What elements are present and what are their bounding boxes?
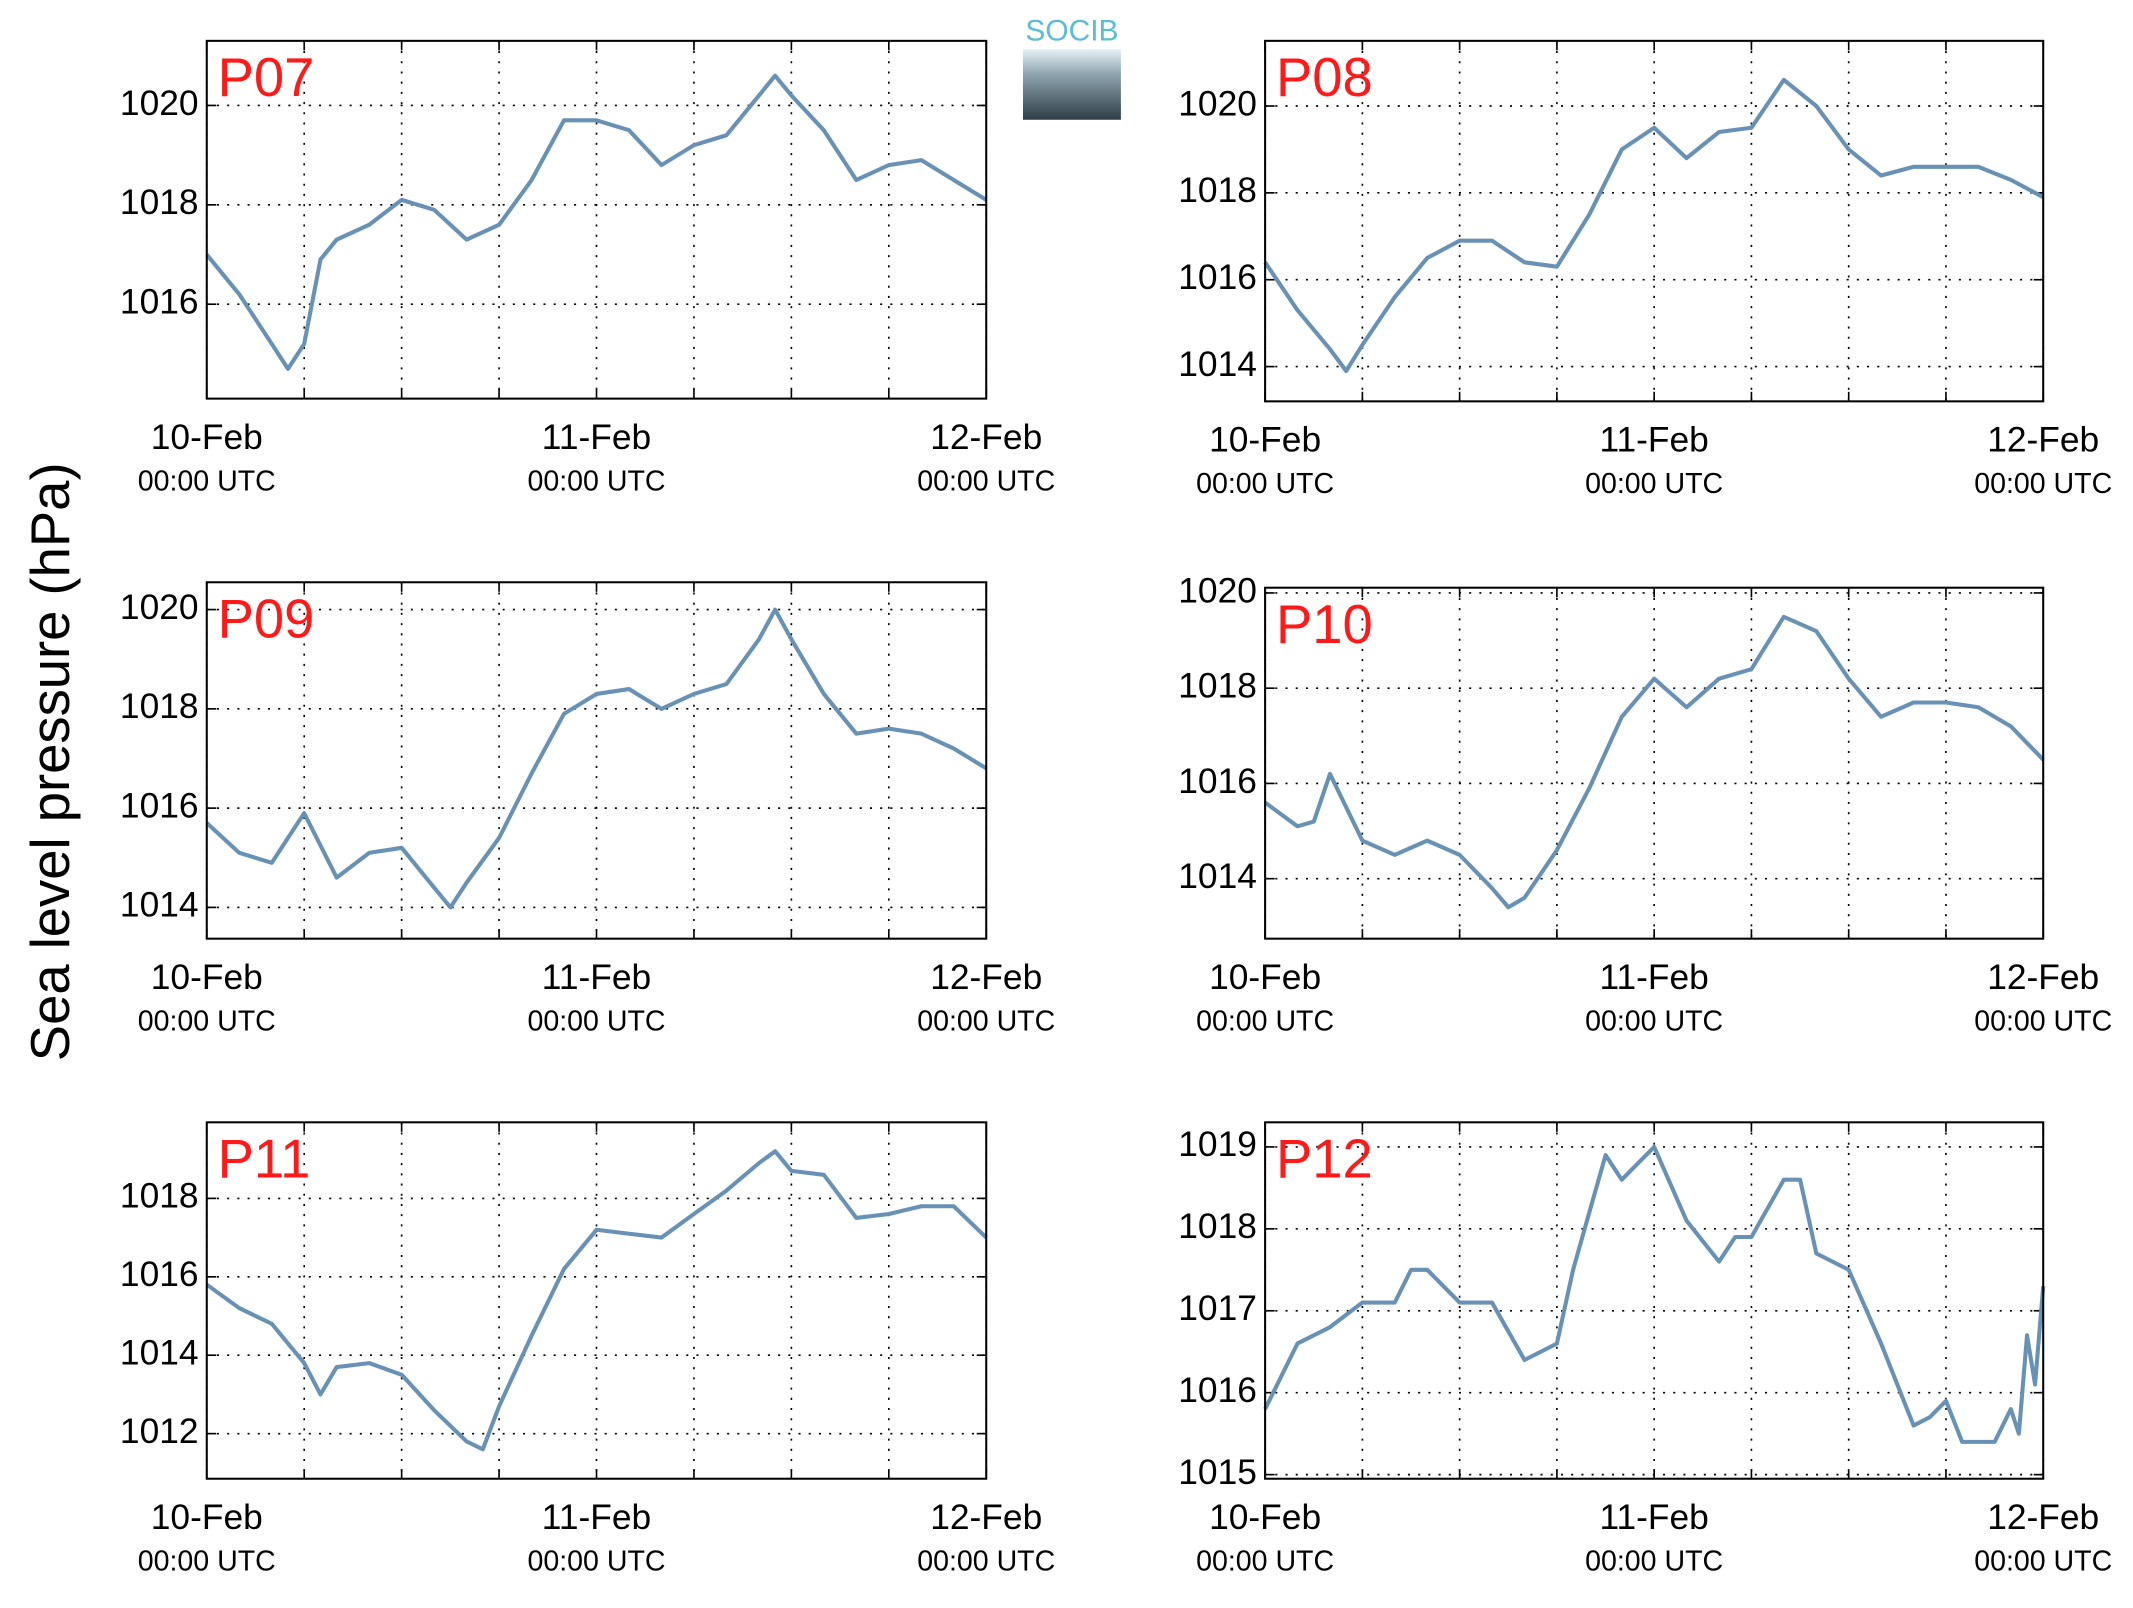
x-tick-label: 10-Feb <box>1209 1498 1321 1537</box>
y-tick-label: 1016 <box>120 283 199 322</box>
x-tick-label: 11-Feb <box>1599 958 1708 997</box>
y-tick-label: 1020 <box>1178 571 1257 610</box>
y-tick-label: 1020 <box>1178 84 1257 123</box>
x-tick-sublabel: 00:00 UTC <box>527 466 665 498</box>
x-tick-label: 11-Feb <box>542 418 651 457</box>
x-tick-label: 11-Feb <box>1599 420 1708 459</box>
x-tick-label: 12-Feb <box>930 958 1042 997</box>
plot-frame <box>1264 586 2045 940</box>
x-tick-label: 11-Feb <box>542 958 651 997</box>
data-line <box>205 1149 988 1452</box>
x-tick-sublabel: 00:00 UTC <box>917 1006 1055 1038</box>
y-tick-label: 1014 <box>120 1334 199 1373</box>
data-line <box>205 73 988 371</box>
x-tick-label: 12-Feb <box>930 1498 1042 1537</box>
x-tick-sublabel: 00:00 UTC <box>527 1006 665 1038</box>
subplot-title: P11 <box>218 1129 311 1190</box>
x-tick-sublabel: 00:00 UTC <box>1196 1546 1334 1578</box>
y-tick-label: 1018 <box>120 687 199 726</box>
subplot-title: P12 <box>1276 1129 1373 1190</box>
x-tick-label: 12-Feb <box>1987 1498 2099 1537</box>
subplot: 1014 1016 1018 1020 10-Feb 00:00 UTC 11-Feb 00:… <box>1178 571 2112 1037</box>
subplot: 1016 1018 1020 10-Feb 00:00 UTC 11-Feb 00:00 U… <box>120 39 1055 498</box>
x-tick-label: 10-Feb <box>151 958 263 997</box>
y-tick-label: 1014 <box>1178 857 1257 896</box>
data-line <box>205 607 988 910</box>
y-tick-label: 1016 <box>1178 762 1257 801</box>
y-axis-label: Sea level pressure (hPa) <box>20 462 81 1061</box>
plot-frame <box>1264 39 2045 403</box>
plot-frame <box>205 581 988 940</box>
plot-frame <box>205 39 988 400</box>
x-tick-sublabel: 00:00 UTC <box>1585 468 1723 500</box>
x-tick-label: 10-Feb <box>1209 420 1321 459</box>
subplot: 1012 1014 1016 1018 10-Feb 00:00 UTC 11-Feb 00:… <box>120 1121 1055 1578</box>
plot-frame <box>205 1121 988 1480</box>
y-tick-label: 1018 <box>1178 171 1257 210</box>
y-tick-label: 1012 <box>120 1412 199 1451</box>
x-tick-label: 10-Feb <box>151 418 263 457</box>
logo-block <box>1022 49 1121 120</box>
logo-text: SOCIB <box>1025 15 1118 48</box>
data-line <box>1263 1144 2046 1444</box>
data-line <box>1263 614 2045 910</box>
x-tick-label: 12-Feb <box>930 418 1042 457</box>
y-tick-label: 1017 <box>1178 1289 1257 1328</box>
x-tick-sublabel: 00:00 UTC <box>1196 1006 1334 1038</box>
y-tick-label: 1016 <box>120 786 199 825</box>
x-tick-sublabel: 00:00 UTC <box>1974 1006 2112 1038</box>
x-tick-sublabel: 00:00 UTC <box>917 466 1055 498</box>
subplot-title: P10 <box>1276 594 1373 655</box>
subplot-title: P07 <box>218 47 315 108</box>
subplot: 1014 1016 1018 1020 10-Feb 00:00 UTC 11-Feb 00:… <box>1178 39 2112 500</box>
subplot-title: P09 <box>218 588 315 649</box>
y-tick-label: 1014 <box>120 886 199 925</box>
y-tick-label: 1015 <box>1178 1453 1257 1492</box>
y-tick-label: 1018 <box>120 1177 199 1216</box>
x-tick-sublabel: 00:00 UTC <box>917 1546 1055 1578</box>
x-tick-label: 10-Feb <box>1209 958 1321 997</box>
y-tick-label: 1020 <box>120 588 199 627</box>
y-tick-label: 1016 <box>1178 1371 1257 1410</box>
x-tick-sublabel: 00:00 UTC <box>138 1546 276 1578</box>
x-tick-label: 11-Feb <box>1599 1498 1708 1537</box>
x-tick-sublabel: 00:00 UTC <box>1196 468 1334 500</box>
x-tick-sublabel: 00:00 UTC <box>138 466 276 498</box>
x-tick-sublabel: 00:00 UTC <box>1585 1006 1723 1038</box>
subplot-title: P08 <box>1276 47 1373 108</box>
plot-frame <box>1264 1121 2045 1480</box>
y-tick-label: 1016 <box>1178 258 1257 297</box>
x-tick-sublabel: 00:00 UTC <box>138 1006 276 1038</box>
y-tick-label: 1016 <box>120 1255 199 1294</box>
logo: SOCIB <box>1022 15 1121 120</box>
x-tick-sublabel: 00:00 UTC <box>1974 1546 2112 1578</box>
y-tick-label: 1020 <box>120 84 199 123</box>
x-tick-label: 12-Feb <box>1987 958 2099 997</box>
y-tick-label: 1014 <box>1178 345 1257 384</box>
x-tick-label: 12-Feb <box>1987 420 2099 459</box>
x-tick-sublabel: 00:00 UTC <box>527 1546 665 1578</box>
data-line <box>1263 77 2045 374</box>
y-tick-label: 1019 <box>1178 1125 1257 1164</box>
x-tick-sublabel: 00:00 UTC <box>1974 468 2112 500</box>
x-tick-label: 11-Feb <box>542 1498 651 1537</box>
x-tick-sublabel: 00:00 UTC <box>1585 1546 1723 1578</box>
x-tick-label: 10-Feb <box>151 1498 263 1537</box>
y-tick-label: 1018 <box>1178 1207 1257 1246</box>
y-tick-label: 1018 <box>120 183 199 222</box>
subplot: 1015 1016 1017 1018 1019 10-Feb 00:00 UTC 11-Fe… <box>1178 1121 2112 1578</box>
y-tick-label: 1018 <box>1178 667 1257 706</box>
subplot: 1014 1016 1018 1020 10-Feb 00:00 UTC 11-Feb 00:… <box>120 581 1055 1038</box>
